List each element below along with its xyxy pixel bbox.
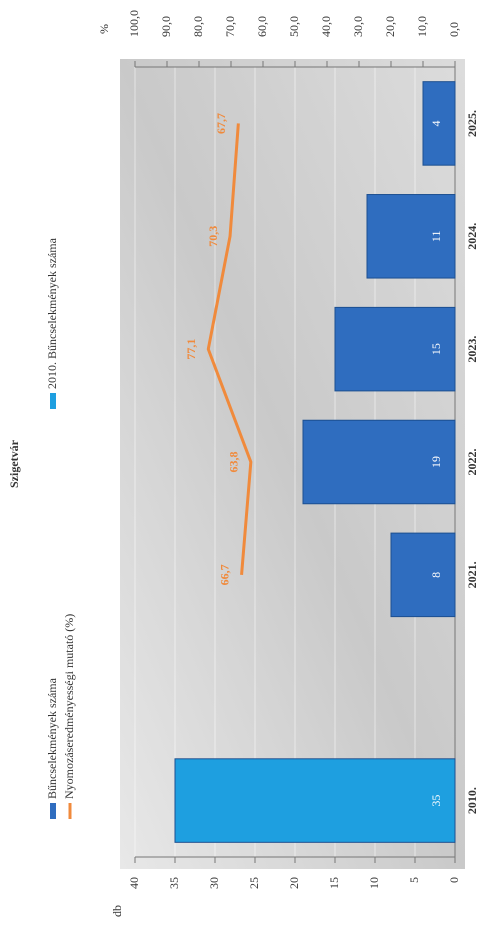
legend-swatch xyxy=(50,803,56,819)
bar xyxy=(390,532,456,618)
x-tick-label: 2021. xyxy=(465,561,479,588)
x-tick-label: 2025. xyxy=(465,110,479,137)
bar-label: 15 xyxy=(429,343,443,355)
y2-tick-label: 0,0 xyxy=(447,22,461,37)
y2-tick-label: 60,0 xyxy=(255,16,269,37)
y2-tick-label: 80,0 xyxy=(191,16,205,37)
line-label: 67,7 xyxy=(214,113,228,134)
bar-label: 35 xyxy=(429,795,443,807)
y-tick-label: 35 xyxy=(167,877,181,889)
line xyxy=(206,123,253,575)
bar xyxy=(302,419,456,505)
bar-label: 19 xyxy=(429,456,443,468)
y-axis-title: db xyxy=(110,905,124,917)
y-tick-label: 15 xyxy=(327,877,341,889)
y-tick-label: 0 xyxy=(447,877,461,883)
bar xyxy=(334,306,456,392)
y2-tick-label: 20,0 xyxy=(383,16,397,37)
line-label: 66,7 xyxy=(217,564,231,585)
y-tick-label: 20 xyxy=(287,877,301,889)
legend-label: 2010. Bűncselekmények száma xyxy=(45,237,59,389)
y2-axis-title: % xyxy=(97,24,111,34)
bar-label: 8 xyxy=(429,572,443,578)
bar-label: 4 xyxy=(429,120,443,126)
legend-swatch xyxy=(50,393,56,409)
legend-label: Bűncselekmények száma xyxy=(45,677,59,799)
y-tick-label: 5 xyxy=(407,877,421,883)
y-tick-label: 30 xyxy=(207,877,221,889)
line-label: 63,8 xyxy=(227,452,241,473)
bar xyxy=(422,81,456,166)
y2-tick-label: 100,0 xyxy=(127,10,141,37)
line-label: 77,1 xyxy=(184,339,198,360)
y-tick-label: 40 xyxy=(127,877,141,889)
y2-tick-label: 10,0 xyxy=(415,16,429,37)
x-tick-label: 2022. xyxy=(465,449,479,476)
x-tick-label: 2024. xyxy=(465,223,479,250)
legend-label: Nyomozáseredményességi mutató (%) xyxy=(62,614,76,799)
y-tick-label: 25 xyxy=(247,877,261,889)
chart-title: Szigetvár xyxy=(7,439,21,488)
y2-tick-label: 70,0 xyxy=(223,16,237,37)
x-tick-label: 2023. xyxy=(465,336,479,363)
y2-tick-label: 40,0 xyxy=(319,16,333,37)
bar xyxy=(174,758,456,843)
x-tick-label: 2010. xyxy=(465,787,479,814)
y2-tick-label: 30,0 xyxy=(351,16,365,37)
line-label: 70,3 xyxy=(206,226,220,247)
y-tick-label: 10 xyxy=(367,877,381,889)
bar xyxy=(366,194,456,279)
bar-label: 11 xyxy=(429,231,443,243)
y2-tick-label: 50,0 xyxy=(287,16,301,37)
y2-tick-label: 90,0 xyxy=(159,16,173,37)
